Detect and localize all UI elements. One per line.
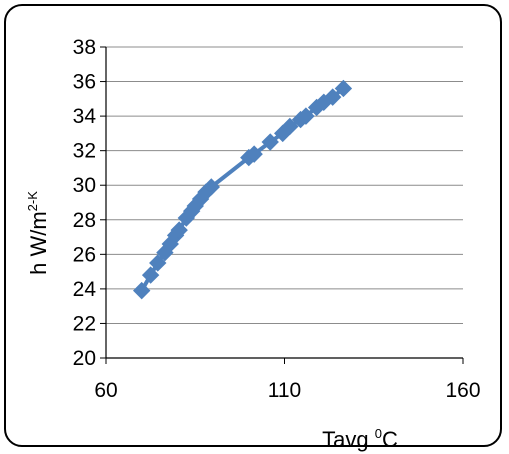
x-tick-label: 110 [268,379,301,402]
y-tick-label: 32 [73,140,96,163]
x-tick-label: 60 [94,379,117,402]
data-point [281,117,299,136]
y-tick-labels: 20 22 24 26 28 30 32 34 36 38 [73,36,106,370]
data-point [170,221,188,239]
gridlines [106,46,463,324]
data-point [334,79,353,98]
chart-frame [4,4,502,447]
series-layer [132,79,353,300]
y-tick-label: 36 [73,71,96,94]
y-tick-label: 30 [73,174,96,197]
data-point [202,178,221,196]
y-tick-label: 24 [73,278,97,301]
data-point [323,88,342,106]
y-axis-label: h W/m2-K [25,191,51,275]
data-point [261,133,279,151]
y-tick-label: 28 [73,209,96,232]
y-tick-label: 20 [73,347,96,370]
data-point [132,281,151,300]
y-tick-label: 38 [73,36,96,59]
data-point [245,145,263,163]
data-point [297,107,315,125]
axes [105,47,463,359]
series-line [139,86,345,292]
y-tick-label: 34 [73,105,97,128]
x-tick-labels: 60 110 160 [94,358,481,402]
y-tick-label: 22 [73,312,96,335]
data-point [141,266,160,284]
x-tick-label: 160 [445,379,480,402]
data-point [149,254,167,272]
y-tick-label: 26 [73,243,96,266]
x-axis-label: Tavg 0C [322,426,398,452]
